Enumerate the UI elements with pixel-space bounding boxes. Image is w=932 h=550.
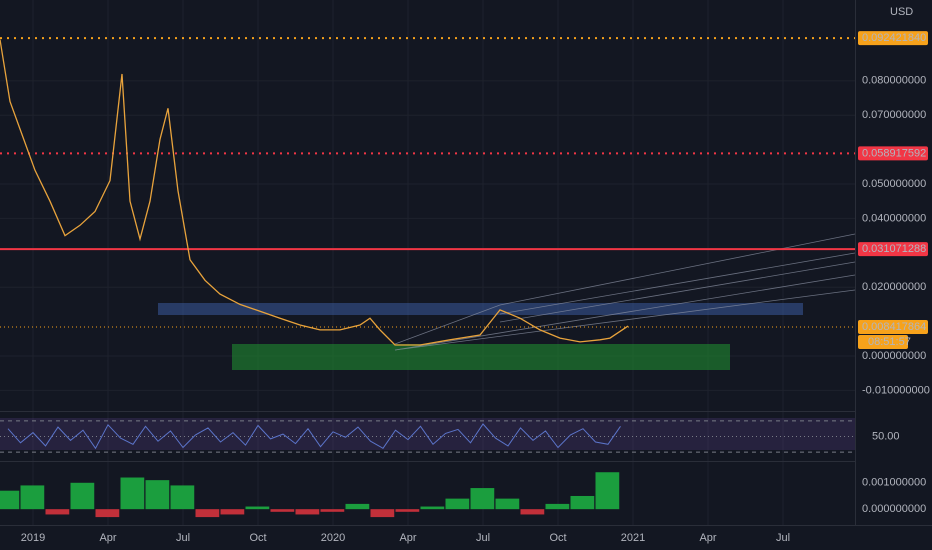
hist-bar (595, 472, 620, 510)
rsi-line (7, 423, 621, 450)
hist-bar (45, 509, 70, 515)
hist-bar (320, 509, 345, 512)
x-tick-label: Apr (99, 532, 116, 544)
currency: USD (890, 6, 913, 18)
price-tag (858, 320, 928, 335)
x-tick-label: Apr (699, 532, 716, 544)
pitchfork (394, 233, 856, 351)
x-tick-label: Oct (549, 532, 566, 544)
hist-bar (20, 485, 45, 510)
hist-bar (345, 503, 370, 510)
resistance-zone (158, 303, 803, 315)
hist-bar (220, 509, 245, 515)
price-tag (858, 242, 928, 257)
hist-bar (395, 509, 420, 512)
hist-bar (195, 509, 220, 518)
x-tick-label: Jul (476, 532, 490, 544)
x-tick-label: Jul (776, 532, 790, 544)
x-tick-label: Jul (176, 532, 190, 544)
x-tick-label: 2019 (21, 532, 45, 544)
hist-bar (245, 506, 270, 510)
countdown-box (858, 335, 908, 350)
rsi-tick-label: 50.00 (872, 430, 900, 442)
hist-bar (95, 509, 120, 518)
hist-bar (520, 509, 545, 515)
hist-bar (495, 498, 520, 510)
hist-bar (170, 485, 195, 510)
x-tick-label: Apr (399, 532, 416, 544)
y-tick-label: 0.050000000 (862, 178, 926, 190)
hist-bar (295, 509, 320, 515)
hist-bar (270, 509, 295, 512)
hist-bar (445, 498, 470, 510)
hist-bar (145, 480, 170, 510)
hist-bar (370, 509, 395, 518)
price-tag (858, 146, 928, 161)
x-tick-label: Oct (249, 532, 266, 544)
hist-bar (470, 488, 495, 510)
support-zone (232, 344, 730, 370)
y-tick-label: 0.000000000 (862, 350, 926, 362)
x-tick-label: 2021 (621, 532, 645, 544)
hist-bar (545, 503, 570, 510)
y-tick-label: 0.070000000 (862, 109, 926, 121)
x-tick-label: 2020 (321, 532, 345, 544)
hist-bar (120, 477, 145, 510)
price-tag-label: 0.008417864 (862, 321, 926, 333)
y-tick-label: -0.010000000 (862, 384, 930, 396)
y-tick-label: 0.020000000 (862, 281, 926, 293)
hist-bar (70, 482, 95, 510)
hist-bar (420, 506, 445, 510)
price-tag-label: 0.058917592 (862, 147, 926, 159)
hist-tick-label: 0.000000000 (862, 503, 926, 515)
hist-bar (570, 495, 595, 510)
countdown: 08:51:57 (868, 336, 911, 348)
y-tick-label: 0.040000000 (862, 212, 926, 224)
hist-bar (0, 490, 20, 510)
rsi-band (0, 418, 855, 450)
price-tag-label: 0.031071288 (862, 243, 926, 255)
price-line (0, 39, 629, 346)
price-tag-label: 0.092421840 (862, 32, 926, 44)
hist-tick-label: 0.001000000 (862, 477, 926, 489)
price-tag (858, 31, 928, 46)
y-tick-label: 0.080000000 (862, 75, 926, 87)
